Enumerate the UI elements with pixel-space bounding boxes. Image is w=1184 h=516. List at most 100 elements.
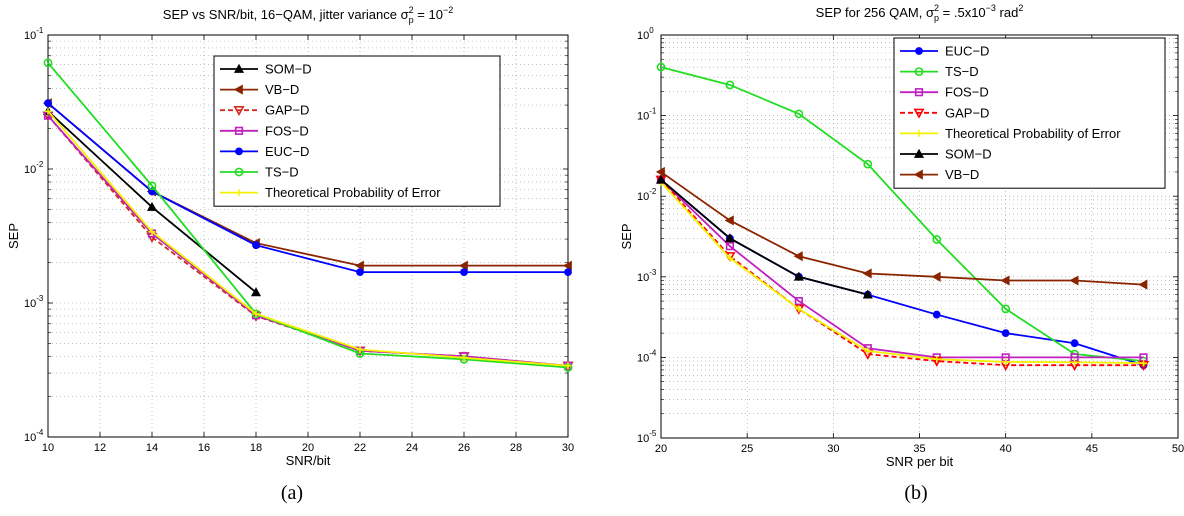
data-point <box>655 174 667 184</box>
data-point <box>564 362 572 370</box>
y-tick-exp: -1 <box>649 107 657 116</box>
title-part: rad <box>996 5 1018 20</box>
x-tick-label: 30 <box>562 442 574 454</box>
data-point <box>726 254 734 262</box>
data-point <box>1138 279 1148 290</box>
x-axis-label: SNR/bit <box>286 453 331 468</box>
legend-marker <box>915 47 923 55</box>
data-point <box>252 241 260 250</box>
data-point <box>1002 358 1010 366</box>
series-line <box>660 181 1144 364</box>
data-point <box>1000 275 1010 286</box>
y-tick-base: 10 <box>24 432 36 444</box>
legend-label: TS−D <box>945 64 979 79</box>
y-tick-base: 10 <box>637 433 649 445</box>
legend-marker <box>913 108 925 119</box>
x-tick-label: 50 <box>1172 443 1184 455</box>
series-theoretical-probability-of-error <box>44 107 572 370</box>
data-point <box>148 228 156 236</box>
legend-entry-gap-d: GAP−D <box>900 105 989 120</box>
legend-entry-euc-d: EUC−D <box>900 44 989 59</box>
y-tick-base: 10 <box>637 191 649 203</box>
data-point <box>932 310 941 319</box>
data-point <box>354 260 364 271</box>
legend-box <box>893 37 1166 189</box>
x-tick-label: 12 <box>94 442 106 454</box>
x-tick-label: 35 <box>913 443 925 455</box>
title-part: = .5x10 <box>939 5 986 20</box>
data-point <box>724 233 735 243</box>
y-tick-base: 10 <box>24 298 36 310</box>
y-tick-base: 10 <box>637 111 649 123</box>
legend-entry-ts-d: TS−D <box>900 64 979 79</box>
chart-title: SEP for 256 QAM, σ2 p = .5x10−3 rad2 <box>816 3 1024 23</box>
x-tick-label: 28 <box>510 442 522 454</box>
x-tick-label: 22 <box>354 442 366 454</box>
y-tick-exp: -5 <box>649 429 657 438</box>
title-sup: 2 <box>409 5 414 15</box>
legend-marker <box>234 167 244 177</box>
data-point <box>725 80 735 90</box>
legend-marker <box>235 189 243 197</box>
y-tick-exp: -3 <box>36 294 44 303</box>
caption-b: (b) <box>904 482 928 504</box>
data-point <box>656 62 666 72</box>
series-line <box>47 62 569 369</box>
data-point <box>1140 359 1148 367</box>
title-sub: p <box>409 15 414 25</box>
data-point <box>252 310 260 318</box>
y-tick-base: 10 <box>24 164 36 176</box>
data-point <box>44 99 52 108</box>
caption-a: (a) <box>280 482 304 504</box>
x-tick-label: 24 <box>406 442 418 454</box>
title-sup: 2 <box>934 3 939 13</box>
y-tick-base: 10 <box>637 272 649 284</box>
data-point <box>44 107 52 115</box>
series-line <box>660 179 1144 367</box>
y-tick-label: 10-2 <box>637 187 657 203</box>
series-line <box>660 179 869 296</box>
data-point <box>43 58 53 68</box>
legend-entry-euc-d: EUC−D <box>220 144 309 159</box>
legend-label: EUC−D <box>945 44 989 59</box>
title-part: SEP vs SNR/bit, 16−QAM, jitter variance … <box>163 7 409 22</box>
x-tick-label: 25 <box>741 443 753 455</box>
legend-label: SOM−D <box>265 62 312 77</box>
x-axis-label: SNR per bit <box>886 454 954 469</box>
x-tick-label: 30 <box>827 443 839 455</box>
legend-label: EUC−D <box>265 144 309 159</box>
y-tick-label: 10-4 <box>24 428 44 444</box>
legend-marker <box>233 84 243 95</box>
legend: EUC−D TS−D FOS−D GAP−D Theoretical Probabili… <box>893 37 1166 189</box>
legend-label: VB−D <box>945 167 979 182</box>
x-tick-label: 40 <box>1000 443 1012 455</box>
data-point <box>1070 339 1079 348</box>
legend-label: GAP−D <box>265 103 309 118</box>
data-point <box>1071 358 1079 366</box>
y-tick-exp: -2 <box>36 160 44 169</box>
legend: SOM−D VB−D GAP−D FOS−D EUC−D TS−D Theoretical … <box>213 55 501 207</box>
legend-entry-theoretical-probability-of-error: Theoretical Probability of Error <box>220 185 441 200</box>
series-fos-d <box>656 175 1148 362</box>
data-point <box>932 235 942 244</box>
title-sup: −3 <box>986 3 996 13</box>
y-axis-label: SEP <box>619 223 634 249</box>
chart-a: 10 12 14 16 18 20 22 24 26 28 3010-410-310-210-1SN… <box>6 5 574 468</box>
legend-marker <box>235 147 243 156</box>
y-tick-exp: -2 <box>649 187 657 196</box>
legend-label: VB−D <box>265 82 299 97</box>
data-point <box>724 215 734 226</box>
legend-marker <box>913 169 923 180</box>
data-point <box>460 354 468 362</box>
series-vb-d <box>655 166 1148 290</box>
legend-entry-vb-d: VB−D <box>220 82 299 97</box>
data-point <box>458 260 468 271</box>
legend-entry-som-d: SOM−D <box>900 147 992 162</box>
legend-entry-fos-d: FOS−D <box>900 85 989 100</box>
chart-b: 20 25 30 35 40 45 5010-510-410-310-210-1100SNR… <box>619 3 1184 469</box>
data-point <box>725 242 735 251</box>
data-point <box>863 159 873 169</box>
data-point <box>564 268 572 277</box>
data-point <box>864 347 872 355</box>
